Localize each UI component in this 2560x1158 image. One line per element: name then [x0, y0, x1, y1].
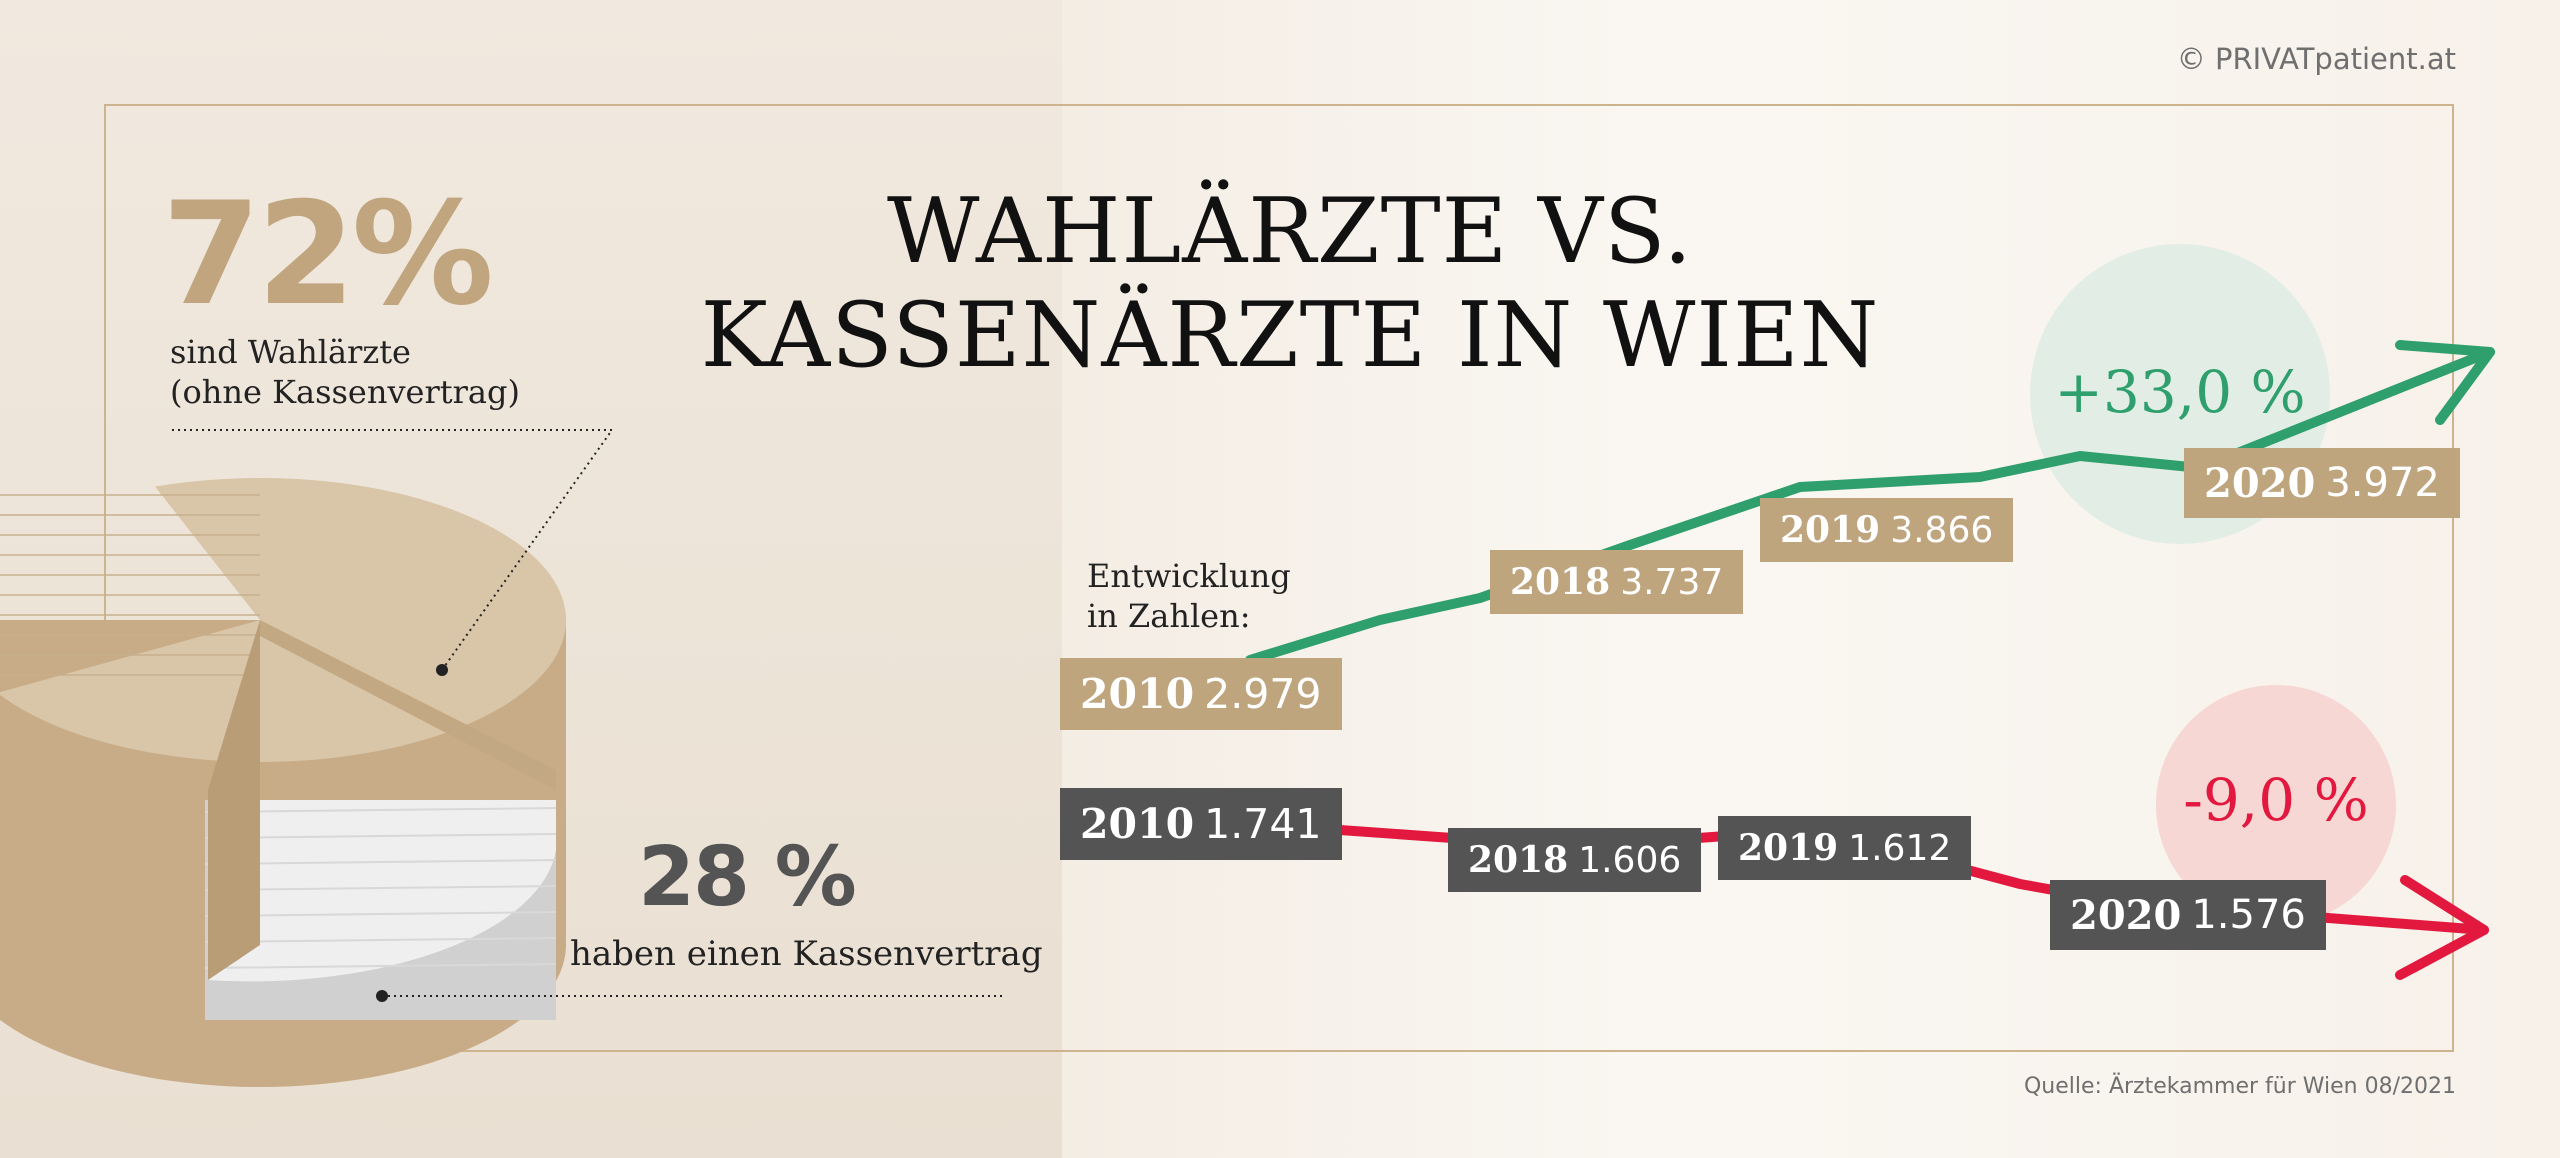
red-value-label-2019: 2019 1.612: [1718, 816, 1972, 880]
red-value-label-2010: 2010 1.741: [1060, 788, 1342, 860]
subtitle-line-2: in Zahlen:: [1087, 597, 1251, 635]
title-line-1: WAHLÄRZTE VS.: [887, 179, 1693, 284]
value-label-number: 2.979: [1204, 670, 1322, 718]
source-text: Quelle: Ärztekammer für Wien 08/2021: [2023, 1074, 2456, 1099]
red-change-label: -9,0 %: [2183, 766, 2369, 834]
value-label-number: 1.741: [1204, 800, 1322, 848]
pie-top-hatching: [0, 494, 260, 676]
pie-inner-wall-right: [260, 620, 556, 790]
frame-border: [104, 104, 2454, 1052]
pie-chart: [0, 478, 566, 1087]
value-label-number: 1.606: [1578, 839, 1682, 881]
green-value-label-2019: 2019 3.866: [1760, 498, 2014, 562]
pie-slice-kasse: [205, 800, 556, 1020]
pie-slice-wahl: [0, 478, 566, 762]
value-label-number: 3.972: [2325, 460, 2440, 506]
subtitle-line-1: Entwicklung: [1087, 557, 1291, 595]
red-value-label-2020: 2020 1.576: [2050, 880, 2326, 950]
title-line-2: KASSENÄRZTE IN WIEN: [700, 283, 1880, 388]
value-label-year: 2018: [1510, 561, 1611, 603]
value-label-number: 3.737: [1620, 561, 1724, 603]
red-arrow-head: [2395, 875, 2489, 980]
green-value-label-2020: 2020 3.972: [2184, 448, 2460, 518]
page-title: WAHLÄRZTE VS. KASSENÄRZTE IN WIEN: [620, 180, 1960, 388]
value-label-year: 2020: [2204, 459, 2316, 507]
kasse-leader-dot: [376, 990, 388, 1002]
green-change-label: +33,0 %: [2054, 358, 2306, 426]
chart-subtitle: Entwicklung in Zahlen:: [1087, 556, 1291, 636]
value-label-year: 2018: [1468, 839, 1569, 881]
wahl-leader-dot: [436, 664, 448, 676]
line-series-green: [1245, 347, 2495, 665]
red-value-label-2018: 2018 1.606: [1448, 828, 1702, 892]
wahl-caption-line-1: sind Wahlärzte: [170, 333, 411, 371]
value-label-year: 2019: [1780, 509, 1881, 551]
value-label-year: 2010: [1080, 670, 1195, 718]
green-arrow-head: [2395, 340, 2495, 425]
wahl-caption-line-2: (ohne Kassenvertrag): [170, 373, 520, 411]
value-label-year: 2010: [1080, 800, 1195, 848]
value-label-number: 1.576: [2191, 892, 2306, 938]
green-value-label-2018: 2018 3.737: [1490, 550, 1744, 614]
red-change-circle: [2156, 685, 2396, 925]
value-label-year: 2020: [2070, 891, 2182, 939]
value-label-number: 3.866: [1890, 509, 1994, 551]
value-label-year: 2019: [1738, 827, 1839, 869]
copyright-text: © PRIVATpatient.at: [2176, 42, 2456, 76]
leader-lines: [172, 429, 1006, 1002]
wahl-percent-label: 72%: [162, 172, 494, 337]
wahl-caption: sind Wahlärzte (ohne Kassenvertrag): [170, 332, 520, 412]
wahl-leader-line: [172, 429, 614, 671]
kasse-caption: haben einen Kassenvertrag: [570, 934, 1043, 974]
pie-inner-wall-left: [208, 620, 260, 980]
green-value-label-2010: 2010 2.979: [1060, 658, 1342, 730]
value-label-number: 1.612: [1848, 827, 1952, 869]
kasse-percent-label: 28 %: [638, 830, 857, 925]
